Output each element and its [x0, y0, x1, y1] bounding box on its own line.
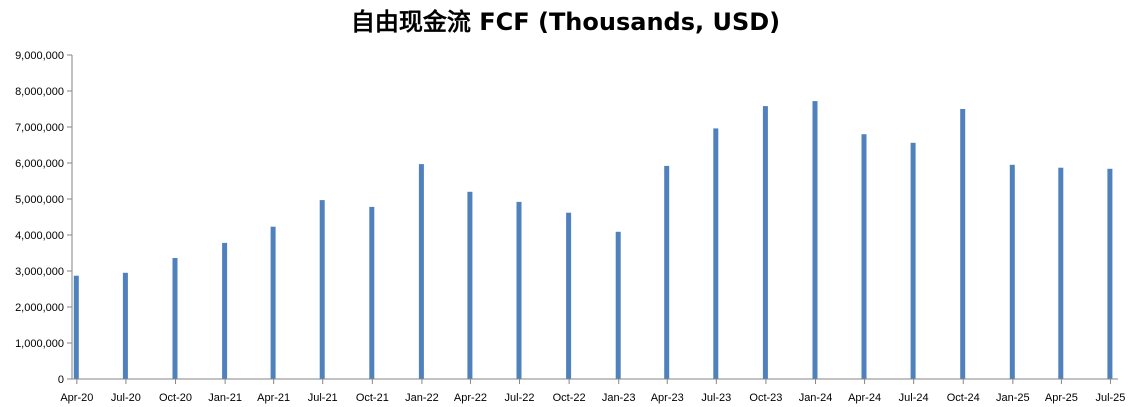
bar	[73, 275, 79, 379]
x-tick-label: Jan-23	[602, 392, 636, 404]
y-tick-label: 6,000,000	[15, 158, 64, 170]
bars	[73, 101, 1113, 379]
bar	[1107, 168, 1113, 379]
x-tick-label: Apr-20	[60, 392, 93, 404]
y-tick-label: 2,000,000	[15, 302, 64, 314]
bar	[172, 258, 178, 379]
bar	[566, 212, 572, 379]
x-tick-label: Oct-22	[553, 392, 586, 404]
bar	[713, 128, 719, 379]
x-tick-label: Oct-23	[749, 392, 782, 404]
x-tick-label: Jul-20	[111, 392, 141, 404]
y-tick-label: 4,000,000	[15, 230, 64, 242]
y-axis-ticks: 0 1,000,000 2,000,000 3,000,000 4,000,000 5,0…	[15, 50, 72, 386]
y-tick-label: 5,000,000	[15, 194, 64, 206]
bar	[762, 106, 768, 379]
bar	[418, 164, 424, 379]
y-tick-label: 9,000,000	[15, 50, 64, 62]
x-tick-label: Oct-20	[159, 392, 192, 404]
x-tick-label: Jul-21	[308, 392, 338, 404]
x-tick-label: Apr-24	[848, 392, 881, 404]
y-tick-label: 0	[58, 374, 64, 386]
x-tick-label: Jul-25	[1095, 392, 1125, 404]
x-tick-label: Apr-25	[1045, 392, 1078, 404]
bar	[319, 200, 325, 379]
bar	[1009, 164, 1015, 379]
x-tick-label: Apr-21	[257, 392, 290, 404]
x-tick-label: Oct-24	[947, 392, 980, 404]
x-tick-label: Apr-23	[651, 392, 684, 404]
bar	[615, 231, 621, 379]
x-tick-label: Jan-21	[208, 392, 242, 404]
x-tick-label: Jan-22	[405, 392, 439, 404]
x-tick-label: Jul-23	[701, 392, 731, 404]
bar	[812, 101, 818, 379]
bar	[910, 142, 916, 379]
bar	[369, 206, 375, 379]
bar	[270, 226, 276, 379]
x-tick-label: Jan-24	[799, 392, 833, 404]
x-tick-label: Apr-22	[454, 392, 487, 404]
y-tick-label: 7,000,000	[15, 122, 64, 134]
bar	[664, 165, 670, 379]
bar	[122, 272, 128, 379]
x-tick-label: Jul-22	[505, 392, 535, 404]
chart-title: 自由现金流 FCF (Thousands, USD)	[350, 8, 781, 36]
x-tick-label: Oct-21	[356, 392, 389, 404]
x-axis-ticks: Apr-20 Jul-20 Oct-20 Jan-21 Apr-21 Jul-21 Oct-…	[60, 379, 1125, 404]
y-tick-label: 8,000,000	[15, 86, 64, 98]
y-tick-label: 3,000,000	[15, 266, 64, 278]
x-tick-label: Jul-24	[899, 392, 929, 404]
y-tick-label: 1,000,000	[15, 338, 64, 350]
bar	[861, 134, 867, 379]
bar	[467, 191, 473, 379]
bar	[222, 242, 228, 379]
bar	[516, 201, 522, 379]
bar	[960, 109, 966, 379]
bar	[1058, 167, 1064, 379]
x-tick-label: Jan-25	[996, 392, 1030, 404]
